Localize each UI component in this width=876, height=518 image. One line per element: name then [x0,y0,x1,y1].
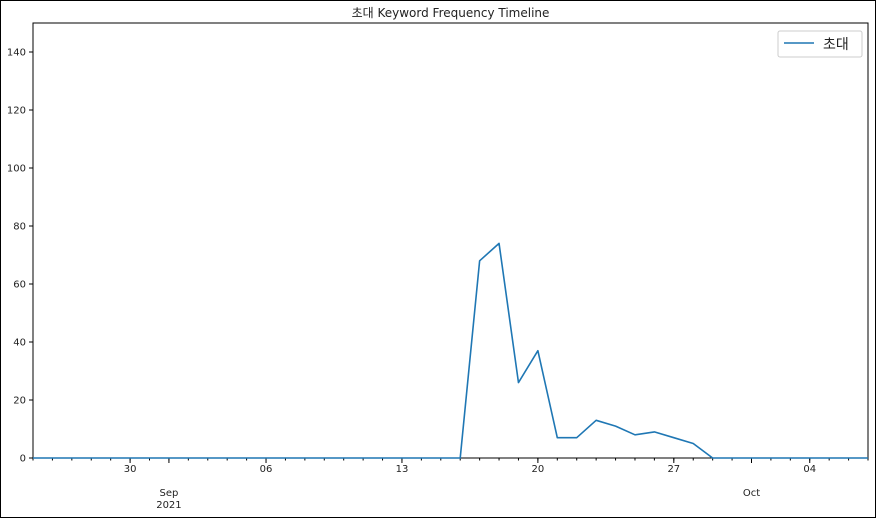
x-tick-label: 20 [532,464,545,475]
series-line [33,242,868,459]
legend-label: 초대 [823,37,849,53]
y-tick-label: 40 [13,338,26,349]
y-tick-label: 120 [7,106,26,117]
x-tick-label: 30 [124,464,137,475]
plot-area [32,22,869,459]
x-tick-label: 06 [260,464,273,475]
y-tick-label: 60 [13,280,26,291]
y-tick-label: 80 [13,222,26,233]
y-tick-label: 0 [20,454,26,465]
x-tick-label: 04 [803,464,816,475]
x-tick-label: 13 [396,464,409,475]
y-tick-label: 100 [7,164,26,175]
y-tick-label: 20 [13,396,26,407]
chart-title: 초대 Keyword Frequency Timeline [352,6,550,20]
legend: 초대 [777,30,863,58]
legend-box [777,30,863,58]
series-layer [33,242,868,459]
y-axis: 0 20 40 60 80 100 120 140 [7,48,33,465]
x-month-label: Oct [743,488,760,499]
y-tick-label: 140 [7,48,26,59]
x-tick-label: 27 [667,464,680,475]
x-month-label: 2021 [156,500,181,511]
x-month-label: Sep [160,488,179,499]
